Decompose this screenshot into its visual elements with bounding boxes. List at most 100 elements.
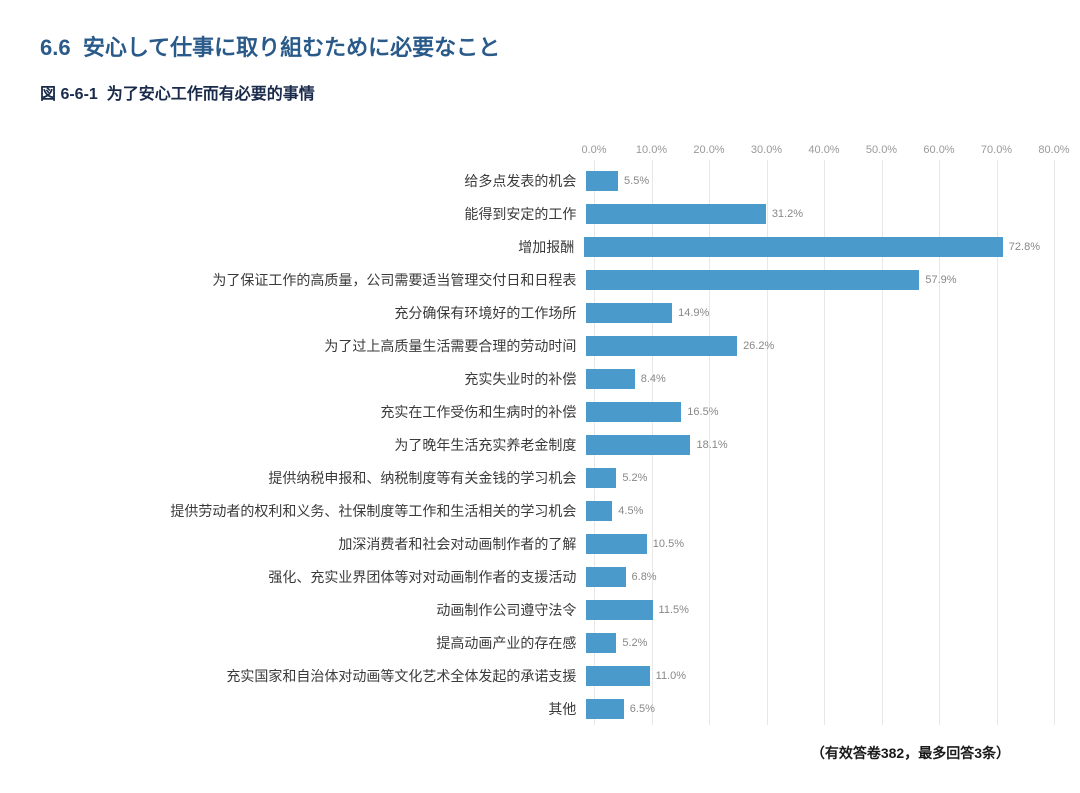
- figure-number: 図 6-6-1: [40, 86, 98, 103]
- bar-label: 提高动画产业的存在感: [40, 633, 586, 653]
- bar-label: 充实失业时的补偿: [40, 369, 586, 389]
- x-axis-tick: 0.0%: [581, 144, 606, 156]
- bar-cell: 57.9%: [586, 270, 1040, 290]
- x-axis-tick: 40.0%: [808, 144, 839, 156]
- bar-cell: 26.2%: [586, 336, 1040, 356]
- x-axis-tick: 50.0%: [866, 144, 897, 156]
- bar-row: 充实失业时的补偿 8.4%: [40, 362, 1040, 395]
- bar-value: 10.5%: [653, 538, 684, 550]
- bar-cell: 5.2%: [586, 468, 1040, 488]
- bar-row: 其他 6.5%: [40, 692, 1040, 725]
- bar-value: 26.2%: [743, 340, 774, 352]
- bar-cell: 6.8%: [586, 567, 1040, 587]
- bar-cell: 10.5%: [586, 534, 1040, 554]
- bar: [586, 270, 919, 290]
- bar-row: 给多点发表的机会 5.5%: [40, 164, 1040, 197]
- bar-cell: 11.0%: [586, 666, 1040, 686]
- bar: [586, 501, 612, 521]
- bar-row: 为了过上高质量生活需要合理的劳动时间 26.2%: [40, 329, 1040, 362]
- bar-value: 6.5%: [630, 703, 655, 715]
- x-axis-tick: 20.0%: [693, 144, 724, 156]
- bar-value: 57.9%: [925, 274, 956, 286]
- bar: [586, 369, 634, 389]
- section-title-text: 安心して仕事に取り組むために必要なこと: [83, 35, 500, 60]
- x-axis-tick: 70.0%: [981, 144, 1012, 156]
- bar: [586, 699, 623, 719]
- x-axis-tick: 30.0%: [751, 144, 782, 156]
- bar-value: 14.9%: [678, 307, 709, 319]
- bar-label: 充实国家和自治体对动画等文化艺术全体发起的承诺支援: [40, 666, 586, 686]
- bar-label: 为了晚年生活充实养老金制度: [40, 435, 586, 455]
- bar-value: 6.8%: [632, 571, 657, 583]
- bar: [586, 303, 672, 323]
- bar-row: 增加报酬 72.8%: [40, 230, 1040, 263]
- bar: [586, 171, 618, 191]
- bar-row: 提供劳动者的权利和义务、社保制度等工作和生活相关的学习机会 4.5%: [40, 494, 1040, 527]
- bar-row: 提高动画产业的存在感 5.2%: [40, 626, 1040, 659]
- x-axis-tick: 80.0%: [1038, 144, 1069, 156]
- bar-cell: 31.2%: [586, 204, 1040, 224]
- bar-row: 充实在工作受伤和生病时的补偿 16.5%: [40, 395, 1040, 428]
- bar-cell: 16.5%: [586, 402, 1040, 422]
- bar-row: 为了保证工作的高质量，公司需要适当管理交付日和日程表 57.9%: [40, 263, 1040, 296]
- bar: [586, 336, 737, 356]
- bar-label: 给多点发表的机会: [40, 171, 586, 191]
- footnote: （有效答卷382，最多回答3条）: [40, 743, 1040, 763]
- bar-value: 4.5%: [618, 505, 643, 517]
- bar-label: 为了保证工作的高质量，公司需要适当管理交付日和日程表: [40, 270, 586, 290]
- x-axis-labels: 0.0%10.0%20.0%30.0%40.0%50.0%60.0%70.0%8…: [594, 144, 1040, 164]
- bar: [586, 435, 690, 455]
- bar: [586, 567, 625, 587]
- bar-label: 能得到安定的工作: [40, 204, 586, 224]
- bar-value: 16.5%: [687, 406, 718, 418]
- bar-label: 充实在工作受伤和生病时的补偿: [40, 402, 586, 422]
- bar-label: 充分确保有环境好的工作场所: [40, 303, 586, 323]
- bar-value: 8.4%: [641, 373, 666, 385]
- bar-cell: 14.9%: [586, 303, 1040, 323]
- bar-row: 强化、充实业界团体等对对动画制作者的支援活动 6.8%: [40, 560, 1040, 593]
- bar-label: 为了过上高质量生活需要合理的劳动时间: [40, 336, 586, 356]
- bar-cell: 4.5%: [586, 501, 1040, 521]
- bar: [586, 633, 616, 653]
- bar-value: 11.5%: [659, 604, 689, 616]
- bar-row: 为了晚年生活充实养老金制度 18.1%: [40, 428, 1040, 461]
- x-axis-tick: 10.0%: [636, 144, 667, 156]
- chart-body: 给多点发表的机会 5.5% 能得到安定的工作 31.2% 增加报酬 72.8% 为了保证工作…: [40, 164, 1040, 725]
- x-axis-tick: 60.0%: [923, 144, 954, 156]
- bar: [586, 402, 681, 422]
- bar-cell: 5.2%: [586, 633, 1040, 653]
- bar: [586, 666, 649, 686]
- bar-cell: 5.5%: [586, 171, 1040, 191]
- bar-row: 提供纳税申报和、纳税制度等有关金钱的学习机会5.2%: [40, 461, 1040, 494]
- bar-cell: 6.5%: [586, 699, 1040, 719]
- bar-cell: 8.4%: [586, 369, 1040, 389]
- bar-value: 18.1%: [696, 439, 727, 451]
- bar-value: 5.2%: [622, 637, 647, 649]
- section-title: 6.6 安心して仕事に取り組むために必要なこと: [40, 30, 1040, 62]
- bar: [586, 204, 765, 224]
- bar-value: 11.0%: [656, 670, 686, 682]
- bar-value: 31.2%: [772, 208, 803, 220]
- bar-cell: 72.8%: [584, 237, 1040, 257]
- bar-label: 强化、充实业界团体等对对动画制作者的支援活动: [40, 567, 586, 587]
- bar-value: 72.8%: [1009, 241, 1040, 253]
- bar: [586, 534, 646, 554]
- bar-value: 5.5%: [624, 175, 649, 187]
- bar-label: 提供劳动者的权利和义务、社保制度等工作和生活相关的学习机会: [40, 501, 586, 521]
- bar-row: 动画制作公司遵守法令 11.5%: [40, 593, 1040, 626]
- section-number: 6.6: [40, 35, 71, 60]
- bar-label: 其他: [40, 699, 586, 719]
- bar-label: 加深消费者和社会对动画制作者的了解: [40, 534, 586, 554]
- bar-cell: 18.1%: [586, 435, 1040, 455]
- figure-title-text: 为了安心工作而有必要的事情: [107, 86, 315, 103]
- bar-row: 充实国家和自治体对动画等文化艺术全体发起的承诺支援 11.0%: [40, 659, 1040, 692]
- bar-cell: 11.5%: [586, 600, 1040, 620]
- grid-line: [1054, 160, 1055, 725]
- bar: [586, 600, 652, 620]
- bar-label: 增加报酬: [40, 237, 584, 257]
- figure-title: 図 6-6-1 为了安心工作而有必要的事情: [40, 80, 1040, 104]
- bar-label: 动画制作公司遵守法令: [40, 600, 586, 620]
- bar-row: 充分确保有环境好的工作场所 14.9%: [40, 296, 1040, 329]
- bar-value: 5.2%: [622, 472, 647, 484]
- bar-chart: 0.0% 10.0% 20.0% 30.0% 40.0% 50.0% 60.0% 70.0% 8…: [40, 144, 1040, 725]
